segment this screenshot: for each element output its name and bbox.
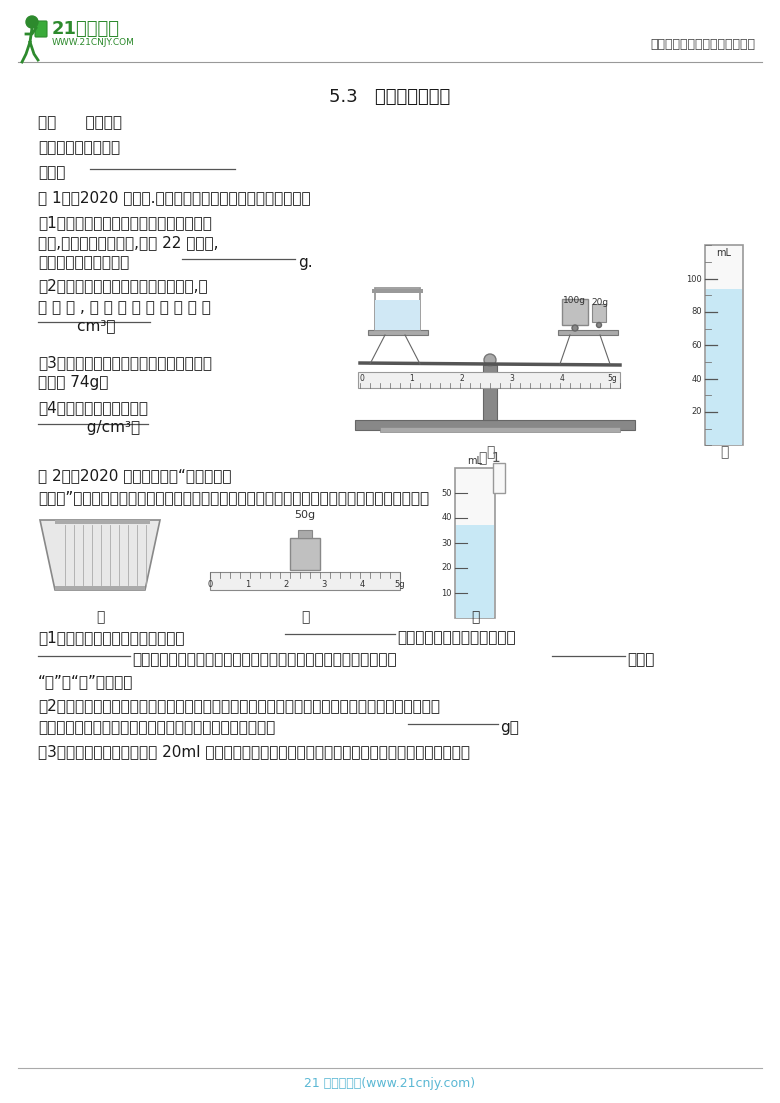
Bar — [368, 330, 428, 335]
Bar — [298, 531, 312, 538]
Bar — [706, 289, 742, 445]
Text: cm³。: cm³。 — [38, 318, 115, 333]
Bar — [493, 463, 505, 493]
Text: 砂码和游码在标尺上的位置，如图乙所示，金属块的质量为: 砂码和游码在标尺上的位置，如图乙所示，金属块的质量为 — [38, 720, 275, 735]
Text: mL: mL — [467, 456, 483, 465]
Text: （3）用天平测出烧杯和杯内剩余液体的总: （3）用天平测出烧杯和杯内剩余液体的总 — [38, 355, 212, 370]
Text: 20: 20 — [692, 407, 702, 417]
Bar — [562, 299, 588, 325]
Bar — [372, 289, 423, 293]
Text: 丙: 丙 — [471, 610, 479, 624]
Circle shape — [572, 325, 578, 331]
Bar — [358, 372, 620, 388]
Text: 2: 2 — [459, 374, 464, 383]
Text: WWW.21CNJY.COM: WWW.21CNJY.COM — [52, 38, 135, 47]
Text: 1: 1 — [246, 580, 250, 589]
Text: （2）将烧杯中的部分液体倒入量筒中,如: （2）将烧杯中的部分液体倒入量筒中,如 — [38, 278, 207, 293]
Text: 原理：: 原理： — [38, 165, 66, 180]
Text: 例 1: 例 1 — [479, 450, 501, 464]
Text: mL: mL — [717, 248, 732, 258]
Polygon shape — [40, 520, 160, 590]
Text: 40: 40 — [441, 514, 452, 523]
Text: 甲: 甲 — [486, 445, 495, 459]
Text: 60: 60 — [691, 341, 702, 350]
Text: 21世纪教育: 21世纪教育 — [52, 20, 120, 38]
Text: 50: 50 — [441, 489, 452, 497]
Text: 20g: 20g — [591, 298, 608, 307]
Text: “左”或“右”）调节。: “左”或“右”）调节。 — [38, 674, 133, 689]
Text: g。: g。 — [500, 720, 519, 735]
Bar — [380, 427, 620, 432]
Text: 质量,当天平再次平衡时,如图 22 甲所示,: 质量,当天平再次平衡时,如图 22 甲所示, — [38, 235, 218, 250]
Text: 例 2：（2020 齐齐哈尔）在“测量金属块: 例 2：（2020 齐齐哈尔）在“测量金属块 — [38, 468, 232, 483]
Bar — [210, 572, 400, 590]
Text: 5g: 5g — [607, 374, 617, 383]
Text: 1: 1 — [410, 374, 414, 383]
Circle shape — [484, 354, 496, 366]
Text: 5g: 5g — [395, 580, 406, 589]
Text: 乙: 乙 — [720, 445, 729, 459]
Text: 0: 0 — [360, 374, 364, 383]
Text: 中小学教育资源及组卷应用平台: 中小学教育资源及组卷应用平台 — [650, 38, 755, 51]
Bar — [455, 468, 495, 618]
Text: 100g: 100g — [563, 296, 586, 306]
Bar — [375, 300, 420, 330]
Text: g/cm³。: g/cm³。 — [38, 420, 140, 435]
Bar — [592, 304, 606, 322]
Text: 处，发现指针的位置如图甲所示，要使横梁平衡，应将平衡蝶母向: 处，发现指针的位置如图甲所示，要使横梁平衡，应将平衡蝶母向 — [132, 652, 396, 667]
Bar — [705, 245, 743, 445]
Text: 乙: 乙 — [301, 610, 309, 624]
Text: 50g: 50g — [294, 510, 316, 520]
Text: 80: 80 — [691, 308, 702, 317]
Text: 30: 30 — [441, 538, 452, 547]
Bar — [355, 420, 635, 430]
Text: 21 世纪教育网(www.21cnjy.com): 21 世纪教育网(www.21cnjy.com) — [304, 1077, 476, 1090]
Text: 甲: 甲 — [96, 610, 105, 624]
Text: （4）计算出液体的密度为: （4）计算出液体的密度为 — [38, 400, 148, 415]
Text: 40: 40 — [692, 375, 702, 384]
Text: 的密度”实验中：实验器材有托盘天平、量筒、足量的水、细线、待测小金属块（质地均匀）等。: 的密度”实验中：实验器材有托盘天平、量筒、足量的水、细线、待测小金属块（质地均匀… — [38, 490, 429, 505]
Text: 5.3   密度知识的应用: 5.3 密度知识的应用 — [329, 88, 451, 106]
FancyBboxPatch shape — [35, 21, 47, 38]
Bar — [456, 525, 494, 618]
Text: 4: 4 — [360, 580, 364, 589]
Text: 20: 20 — [441, 564, 452, 572]
Text: （3）把金属块缓慢放入装有 20ml 水的量筒内，使其浸没在水中，此时量筒内的水面如图丙所示，则: （3）把金属块缓慢放入装有 20ml 水的量筒内，使其浸没在水中，此时量筒内的水… — [38, 745, 470, 759]
Text: 质量为 74g。: 质量为 74g。 — [38, 375, 108, 390]
Text: 测固体和液体的密度: 测固体和液体的密度 — [38, 140, 120, 156]
Circle shape — [597, 322, 601, 328]
Text: 烧杯和液体的总质量为: 烧杯和液体的总质量为 — [38, 255, 129, 270]
Text: （选填: （选填 — [627, 652, 654, 667]
Text: g.: g. — [298, 255, 313, 270]
Text: 3: 3 — [321, 580, 327, 589]
Text: 图 所 示 , 量 筒 中 液 体 的 体 积 为: 图 所 示 , 量 筒 中 液 体 的 体 积 为 — [38, 300, 211, 315]
Text: 3: 3 — [509, 374, 515, 383]
Bar — [558, 330, 618, 335]
Text: 4: 4 — [559, 374, 565, 383]
Text: 100: 100 — [686, 275, 702, 283]
Bar — [375, 288, 420, 330]
Text: 2: 2 — [283, 580, 289, 589]
Bar — [55, 586, 145, 590]
Text: 10: 10 — [441, 589, 452, 598]
Bar — [55, 520, 150, 524]
Text: （2）将金属块放在托盘天平的左盘内，向右盘中加减砂码，并调节游码，当横梁重新平衡时，所用: （2）将金属块放在托盘天平的左盘内，向右盘中加减砂码，并调节游码，当横梁重新平衡… — [38, 698, 440, 713]
Text: （1）用调节好的天平测量烧杯和液体的总: （1）用调节好的天平测量烧杯和液体的总 — [38, 215, 212, 231]
Bar — [290, 538, 320, 570]
Text: 一、      知识点：: 一、 知识点： — [38, 115, 122, 130]
Text: 工作台上，将游码放在标尺的: 工作台上，将游码放在标尺的 — [397, 630, 516, 645]
Text: （1）小鑫同学首先将托盘天平置于: （1）小鑫同学首先将托盘天平置于 — [38, 630, 185, 645]
Circle shape — [26, 17, 38, 28]
Text: 例 1：（2020 北京）.测量某种液体密度的主要实验步骤如下: 例 1：（2020 北京）.测量某种液体密度的主要实验步骤如下 — [38, 190, 310, 205]
Text: 0: 0 — [207, 580, 213, 589]
Bar — [483, 365, 497, 420]
